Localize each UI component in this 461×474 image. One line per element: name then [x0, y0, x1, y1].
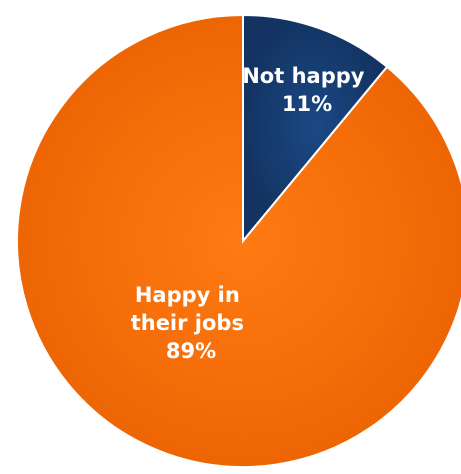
- pie-slice-not-happy: [242, 13, 389, 244]
- slice-label-line: their jobs: [131, 311, 244, 335]
- pie-slice-happy: [16, 13, 461, 468]
- slice-percent-label: 11%: [282, 92, 332, 116]
- slice-percent-label: 89%: [166, 339, 216, 363]
- slice-label-line: Happy in: [135, 283, 240, 307]
- slice-label-not-happy: Not happy 11%: [242, 64, 372, 116]
- slice-label-line: Not happy: [242, 64, 365, 88]
- pie-labels: Not happy 11% Happy in their jobs 89%: [131, 64, 372, 363]
- pie-slices: [16, 13, 461, 468]
- slice-label-happy: Happy in their jobs 89%: [131, 283, 252, 363]
